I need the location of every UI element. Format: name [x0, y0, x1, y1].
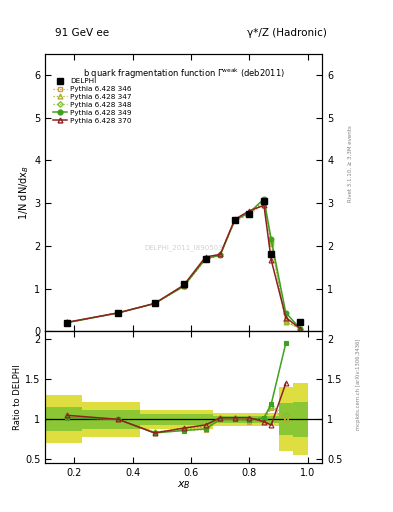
Y-axis label: 1/N dN/dx$_B$: 1/N dN/dx$_B$ [18, 165, 31, 220]
Text: b quark fragmentation function $\mathit{\Gamma}^{\mathrm{weak}}$ (deb2011): b quark fragmentation function $\mathit{… [83, 66, 285, 81]
Text: γ*/Z (Hadronic): γ*/Z (Hadronic) [247, 28, 327, 38]
Text: 91 GeV ee: 91 GeV ee [55, 28, 110, 38]
Text: mcplots.cern.ch [arXiv:1306.3436]: mcplots.cern.ch [arXiv:1306.3436] [356, 338, 361, 430]
Legend: DELPHI, Pythia 6.428 346, Pythia 6.428 347, Pythia 6.428 348, Pythia 6.428 349, : DELPHI, Pythia 6.428 346, Pythia 6.428 3… [51, 77, 133, 125]
Y-axis label: Ratio to DELPHI: Ratio to DELPHI [13, 365, 22, 430]
Text: DELPHI_2011_I890503: DELPHI_2011_I890503 [144, 245, 223, 251]
Text: Rivet 3.1.10, ≥ 3.3M events: Rivet 3.1.10, ≥ 3.3M events [348, 125, 353, 202]
X-axis label: $x_B$: $x_B$ [177, 480, 191, 492]
